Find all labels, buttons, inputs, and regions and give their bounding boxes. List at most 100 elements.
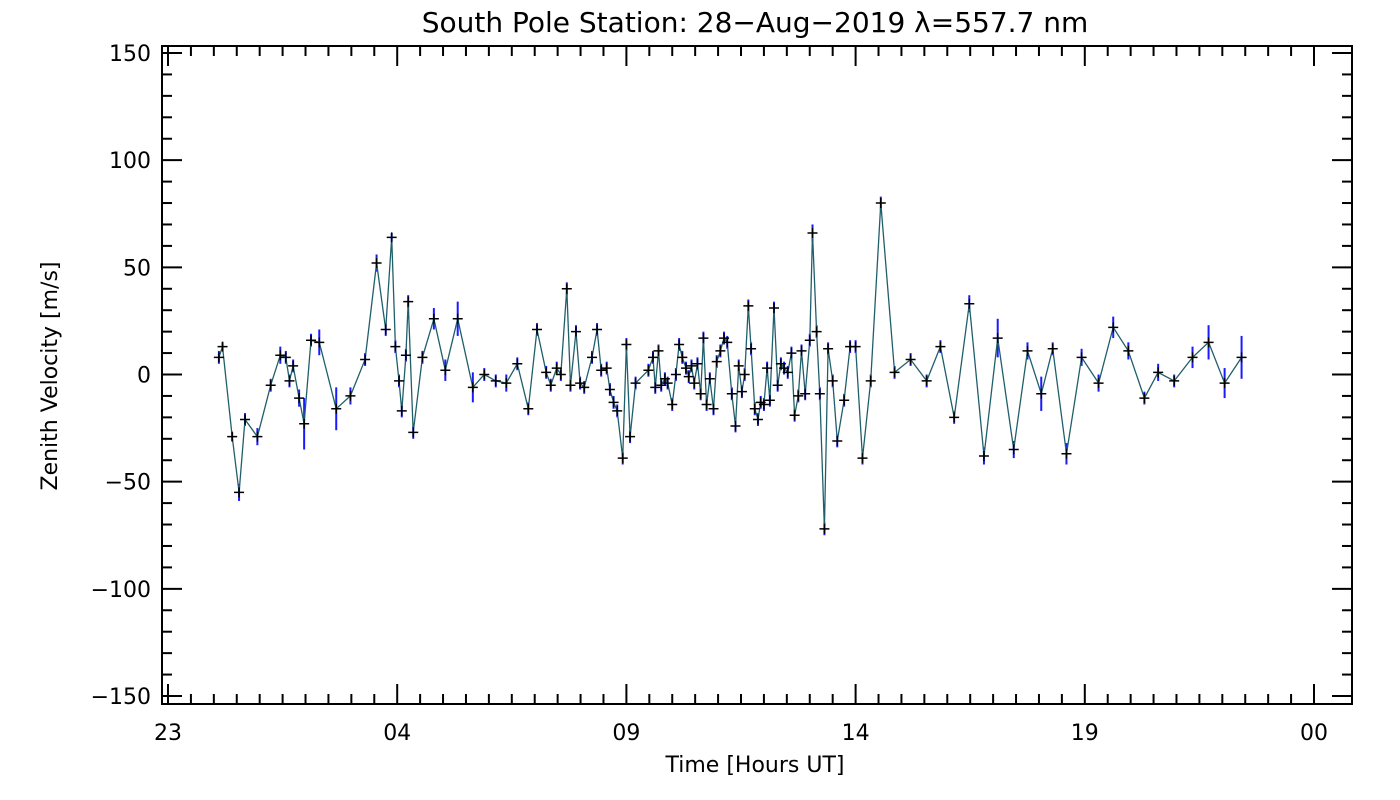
- data-point: [851, 342, 861, 352]
- data-point: [565, 380, 575, 390]
- data-point: [1048, 344, 1058, 354]
- x-tick-label: 23: [154, 721, 182, 746]
- data-point: [698, 333, 708, 343]
- data-point: [708, 404, 718, 414]
- data-point: [773, 380, 783, 390]
- data-point: [381, 324, 391, 334]
- data-point: [979, 451, 989, 461]
- data-point: [786, 348, 796, 358]
- data-point: [674, 339, 684, 349]
- data-point: [532, 324, 542, 334]
- data-point: [964, 299, 974, 309]
- data-point: [440, 365, 450, 375]
- data-point: [587, 352, 597, 362]
- data-point: [234, 487, 244, 497]
- data-point: [284, 376, 294, 386]
- y-tick-label: 0: [137, 364, 151, 389]
- data-point: [753, 415, 763, 425]
- data-point: [602, 363, 612, 373]
- y-axis-label: Zenith Velocity [m/s]: [38, 262, 63, 491]
- data-point: [372, 258, 382, 268]
- chart-title: South Pole Station: 28−Aug−2019 λ=557.7 …: [422, 6, 1089, 39]
- data-point: [746, 344, 756, 354]
- data-point: [702, 400, 712, 410]
- data-point: [653, 346, 663, 356]
- x-tick-label: 04: [383, 721, 411, 746]
- data-point: [750, 404, 760, 414]
- x-tick-label: 14: [842, 721, 870, 746]
- data-point: [839, 395, 849, 405]
- data-point: [294, 393, 304, 403]
- data-point: [1139, 393, 1149, 403]
- y-tick-label: −50: [105, 471, 151, 496]
- data-point: [1153, 367, 1163, 377]
- data-point: [1077, 352, 1087, 362]
- data-point: [740, 370, 750, 380]
- data-point: [876, 198, 886, 208]
- data-point: [512, 359, 522, 369]
- data-point: [737, 387, 747, 397]
- data-point: [625, 432, 635, 442]
- data-point: [805, 335, 815, 345]
- y-axis: −150 −100 −50 0 50 100 150: [91, 42, 1352, 710]
- data-point: [832, 436, 842, 446]
- data-point: [401, 350, 411, 360]
- data-point: [935, 342, 945, 352]
- data-point: [387, 232, 397, 242]
- data-point: [523, 404, 533, 414]
- data-point: [812, 327, 822, 337]
- data-point: [793, 391, 803, 401]
- data-point: [397, 406, 407, 416]
- data-point: [390, 342, 400, 352]
- data-point: [314, 337, 324, 347]
- data-point: [689, 378, 699, 388]
- data-point: [1036, 389, 1046, 399]
- data-point: [596, 365, 606, 375]
- data-point: [618, 453, 628, 463]
- data-point: [541, 367, 551, 377]
- x-tick-label: 00: [1300, 721, 1328, 746]
- chart-canvas: South Pole Station: 28−Aug−2019 λ=557.7 …: [0, 0, 1400, 800]
- data-point: [1237, 352, 1247, 362]
- data-point: [288, 361, 298, 371]
- data-point: [417, 352, 427, 362]
- data-point: [546, 380, 556, 390]
- data-point: [769, 303, 779, 313]
- data-point: [922, 376, 932, 386]
- series-line: [219, 203, 1242, 529]
- data-point: [1123, 346, 1133, 356]
- data-point: [1061, 449, 1071, 459]
- data-point: [671, 370, 681, 380]
- data-point: [648, 352, 658, 362]
- data-point: [692, 359, 702, 369]
- data-point: [281, 352, 291, 362]
- data-point: [501, 378, 511, 388]
- data-point: [571, 327, 581, 337]
- x-tick-label: 09: [612, 721, 640, 746]
- data-point: [227, 432, 237, 442]
- y-tick-label: 100: [109, 149, 151, 174]
- data-point: [819, 524, 829, 534]
- data-point: [299, 419, 309, 429]
- y-tick-label: 50: [123, 256, 151, 281]
- data-point: [696, 389, 706, 399]
- data-point: [715, 346, 725, 356]
- data-point: [1023, 346, 1033, 356]
- data-point: [408, 427, 418, 437]
- data-point: [1094, 378, 1104, 388]
- data-point: [1009, 445, 1019, 455]
- data-point: [562, 284, 572, 294]
- data-point: [360, 354, 370, 364]
- data-point: [800, 389, 810, 399]
- data-point: [743, 301, 753, 311]
- data-point: [306, 335, 316, 345]
- data-point: [765, 395, 775, 405]
- data-point: [605, 385, 615, 395]
- data-point: [394, 376, 404, 386]
- x-axis-label: Time [Hours UT]: [665, 753, 845, 778]
- data-point: [866, 376, 876, 386]
- data-point: [712, 357, 722, 367]
- data-point: [621, 339, 631, 349]
- x-tick-label: 19: [1071, 721, 1099, 746]
- data-point: [857, 453, 867, 463]
